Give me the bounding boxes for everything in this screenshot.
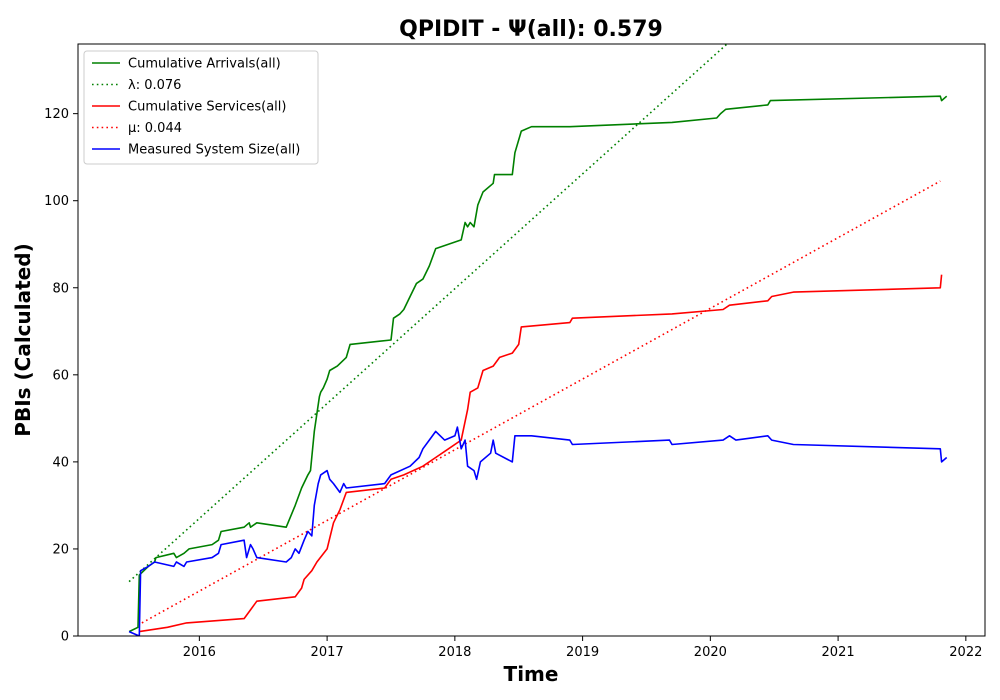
legend-label: Cumulative Arrivals(all) [128, 57, 281, 72]
x-tick-label: 2016 [183, 645, 216, 660]
series-line-4 [128, 426, 948, 636]
x-tick-label: 2017 [311, 645, 344, 660]
series-layer [128, 44, 948, 636]
plot-frame [77, 43, 986, 637]
plot-area [77, 43, 986, 637]
x-axis: 2016 2017 2018 2019 2020 2021 2022 [183, 636, 982, 660]
y-axis-label: PBIs (Calculated) [11, 243, 35, 436]
y-tick-label: 60 [52, 368, 69, 383]
legend: Cumulative Arrivals(all) λ: 0.076 Cumulati… [83, 50, 319, 165]
series-line-3 [141, 180, 941, 624]
legend-label: Measured System Size(all) [128, 143, 300, 158]
y-tick-label: 20 [52, 542, 69, 557]
legend-label: λ: 0.076 [128, 78, 181, 93]
series-line-2 [139, 274, 943, 633]
y-tick-label: 100 [44, 194, 69, 209]
legend-box [83, 50, 319, 165]
x-tick-label: 2022 [949, 645, 982, 660]
y-tick-label: 80 [52, 281, 69, 296]
y-tick-label: 40 [52, 455, 69, 470]
y-axis: 0 20 40 60 80 100 120 [44, 107, 78, 645]
y-tick-label: 0 [61, 630, 69, 645]
x-axis-label: Time [504, 662, 559, 686]
chart-title: QPIDIT - Ψ(all): 0.579 [399, 17, 663, 42]
legend-label: μ: 0.044 [128, 121, 182, 136]
x-tick-label: 2021 [822, 645, 855, 660]
series-line-0 [128, 95, 948, 633]
x-tick-label: 2020 [694, 645, 727, 660]
legend-label: Cumulative Services(all) [128, 100, 286, 115]
x-tick-label: 2019 [566, 645, 599, 660]
y-tick-label: 120 [44, 107, 69, 122]
x-tick-label: 2018 [438, 645, 471, 660]
